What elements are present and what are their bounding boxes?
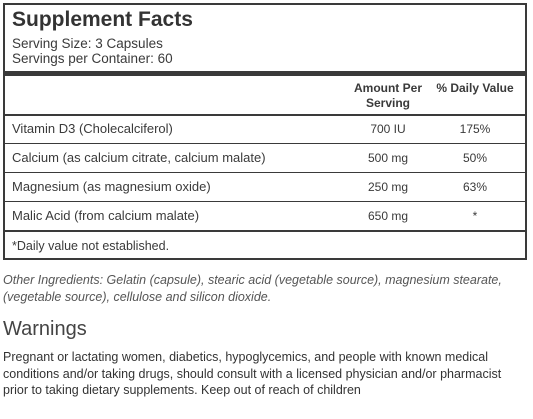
nutrient-name: Malic Acid (from calcium malate) — [12, 208, 200, 223]
header-divider — [5, 71, 525, 76]
warnings-text: Pregnant or lactating women, diabetics, … — [3, 350, 502, 397]
nutrient-name: Magnesium (as magnesium oxide) — [12, 179, 211, 194]
warnings-heading: Warnings — [3, 318, 87, 340]
column-header-amount: Amount Per Serving — [353, 81, 422, 110]
row-divider — [5, 172, 525, 173]
nutrient-amount: 250 mg — [367, 180, 409, 194]
nutrient-name: Calcium (as calcium citrate, calcium mal… — [12, 150, 266, 165]
nutrient-amount: 700 IU — [370, 122, 406, 136]
column-header-divider — [5, 114, 525, 116]
daily-value-footnote: *Daily value not established. — [12, 239, 170, 253]
nutrient-daily-value: * — [472, 209, 478, 223]
servings-per-container: Servings per Container: 60 — [12, 51, 173, 66]
serving-size: Serving Size: 3 Capsules — [12, 36, 163, 51]
column-header-daily-value: % Daily Value — [436, 81, 514, 95]
footnote-divider — [5, 230, 525, 232]
facts-title: Supplement Facts — [12, 8, 193, 31]
nutrient-daily-value: 175% — [459, 122, 491, 136]
nutrient-amount: 500 mg — [367, 151, 409, 165]
nutrient-daily-value: 50% — [462, 151, 488, 165]
nutrient-amount: 650 mg — [367, 209, 409, 223]
row-divider — [5, 143, 525, 144]
row-divider — [5, 201, 525, 202]
supplement-facts-panel: Supplement Facts Serving Size: 3 Capsule… — [3, 3, 527, 260]
nutrient-daily-value: 63% — [462, 180, 488, 194]
other-ingredients: Other Ingredients: Gelatin (capsule), st… — [3, 273, 502, 304]
nutrient-name: Vitamin D3 (Cholecalciferol) — [12, 121, 173, 136]
